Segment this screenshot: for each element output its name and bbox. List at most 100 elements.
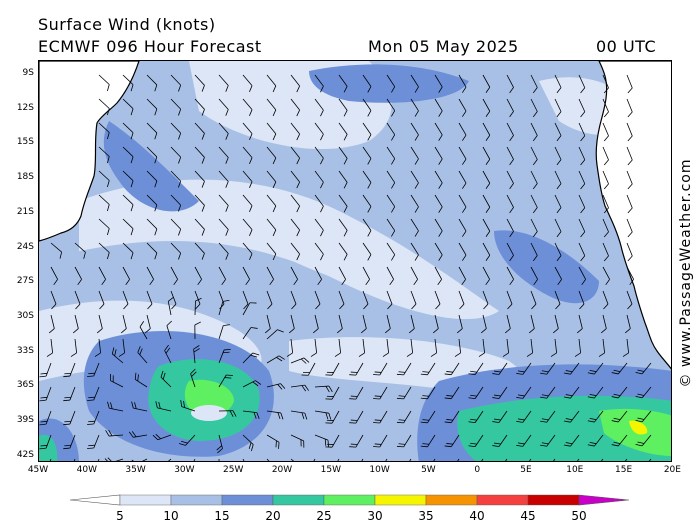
wind-barb (146, 194, 158, 212)
wind-barb (290, 74, 300, 93)
wind-barb (170, 74, 182, 92)
copyright-notice: © www.PassageWeather.com (676, 148, 696, 398)
wind-barb (194, 321, 201, 340)
wind-barb (530, 290, 537, 310)
wind-barb (454, 338, 462, 357)
wind-barb (530, 194, 538, 214)
wind-barb (450, 458, 460, 461)
wind-barb (242, 170, 253, 188)
wind-barb (602, 290, 609, 310)
wind-barb (602, 194, 609, 214)
wind-barb (74, 242, 86, 259)
wind-barb (170, 98, 182, 116)
wind-barb (373, 386, 388, 400)
legend-colorbar (69, 494, 630, 506)
wind-barb (146, 74, 158, 92)
lat-label: 12S (16, 102, 34, 113)
wind-barb (63, 386, 76, 402)
wind-barb (194, 74, 205, 92)
wind-barb (336, 314, 343, 334)
wind-barb (434, 146, 443, 165)
wind-barb (554, 290, 561, 310)
wind-barb (530, 170, 538, 190)
wind-barb (434, 266, 442, 286)
wind-barb (194, 122, 205, 140)
wind-barb (540, 434, 556, 447)
wind-barb (410, 74, 419, 93)
wind-barb (600, 314, 607, 334)
wind-barb (290, 458, 303, 461)
wind-barb (530, 266, 538, 286)
wind-barb (286, 338, 294, 357)
wind-barb (408, 314, 415, 334)
wind-barb (290, 384, 309, 392)
wind-barb (218, 146, 229, 164)
legend-tick-label: 30 (367, 509, 383, 523)
land-masses (39, 61, 671, 370)
wind-barb (266, 122, 277, 141)
wind-barb (587, 362, 604, 375)
wind-barb (611, 362, 628, 375)
legend-arrow-high (578, 494, 630, 506)
wind-barb (554, 98, 562, 118)
copyright-text: © www.PassageWeather.com (678, 158, 694, 388)
wind-barb (362, 194, 372, 213)
wind-barb (96, 314, 103, 334)
storm-zone (629, 420, 648, 435)
wind-barb (410, 122, 419, 141)
wind-barb (396, 386, 412, 400)
wind-barb (63, 362, 76, 378)
wind-barb (410, 194, 419, 213)
wind-barb (406, 338, 414, 357)
wind-barb (506, 98, 514, 118)
wind-barb (434, 242, 443, 261)
wind-barb (194, 170, 205, 188)
wind-barb (338, 170, 348, 189)
wind-barb (574, 338, 582, 357)
lon-label: 5E (520, 465, 532, 475)
lat-label: 15S (16, 137, 34, 148)
wind-barb (578, 98, 586, 118)
wind-barb (468, 434, 484, 448)
wind-barb (74, 290, 81, 310)
wind-barb (334, 338, 342, 357)
wind-barb (506, 218, 514, 238)
wind-barb (478, 338, 486, 357)
wind-barb (434, 74, 443, 93)
wind-barb (420, 386, 436, 400)
wind-barb (122, 98, 134, 116)
wind-barb (216, 434, 223, 454)
lon-label: 25W (223, 465, 244, 475)
legend-swatch (527, 494, 580, 506)
wind-barb (74, 266, 82, 286)
wind-barb (50, 242, 63, 259)
lat-label: 36S (16, 380, 34, 391)
wind-barb (266, 410, 284, 420)
wind-barb (554, 218, 562, 238)
wind-barb (349, 434, 364, 448)
wind-barb (458, 218, 467, 237)
wind-barb (194, 297, 202, 316)
wind-barb (506, 74, 514, 94)
lon-label: 0 (474, 465, 481, 475)
wind-barb (506, 170, 514, 190)
wind-barb (128, 431, 148, 438)
wind-speed-legend: 5 10 15 20 25 30 35 40 45 50 (60, 490, 640, 525)
wind-barb (578, 122, 586, 142)
wind-barb (396, 410, 412, 424)
wind-barb (410, 290, 417, 310)
wind-barb (242, 146, 253, 164)
wind-barb (325, 434, 340, 448)
wind-barb (48, 314, 55, 334)
wind-barb (338, 266, 346, 286)
wind-barb (386, 170, 396, 189)
wind-barb (444, 362, 460, 376)
forecast-time: 00 UTC (596, 37, 657, 56)
wind-barb (474, 458, 484, 461)
wind-barb (338, 194, 348, 213)
wind-barb (578, 218, 586, 238)
wind-barb (626, 74, 633, 94)
wind-barb (563, 410, 580, 423)
wind-barb (194, 98, 205, 116)
wind-barb (314, 385, 333, 393)
